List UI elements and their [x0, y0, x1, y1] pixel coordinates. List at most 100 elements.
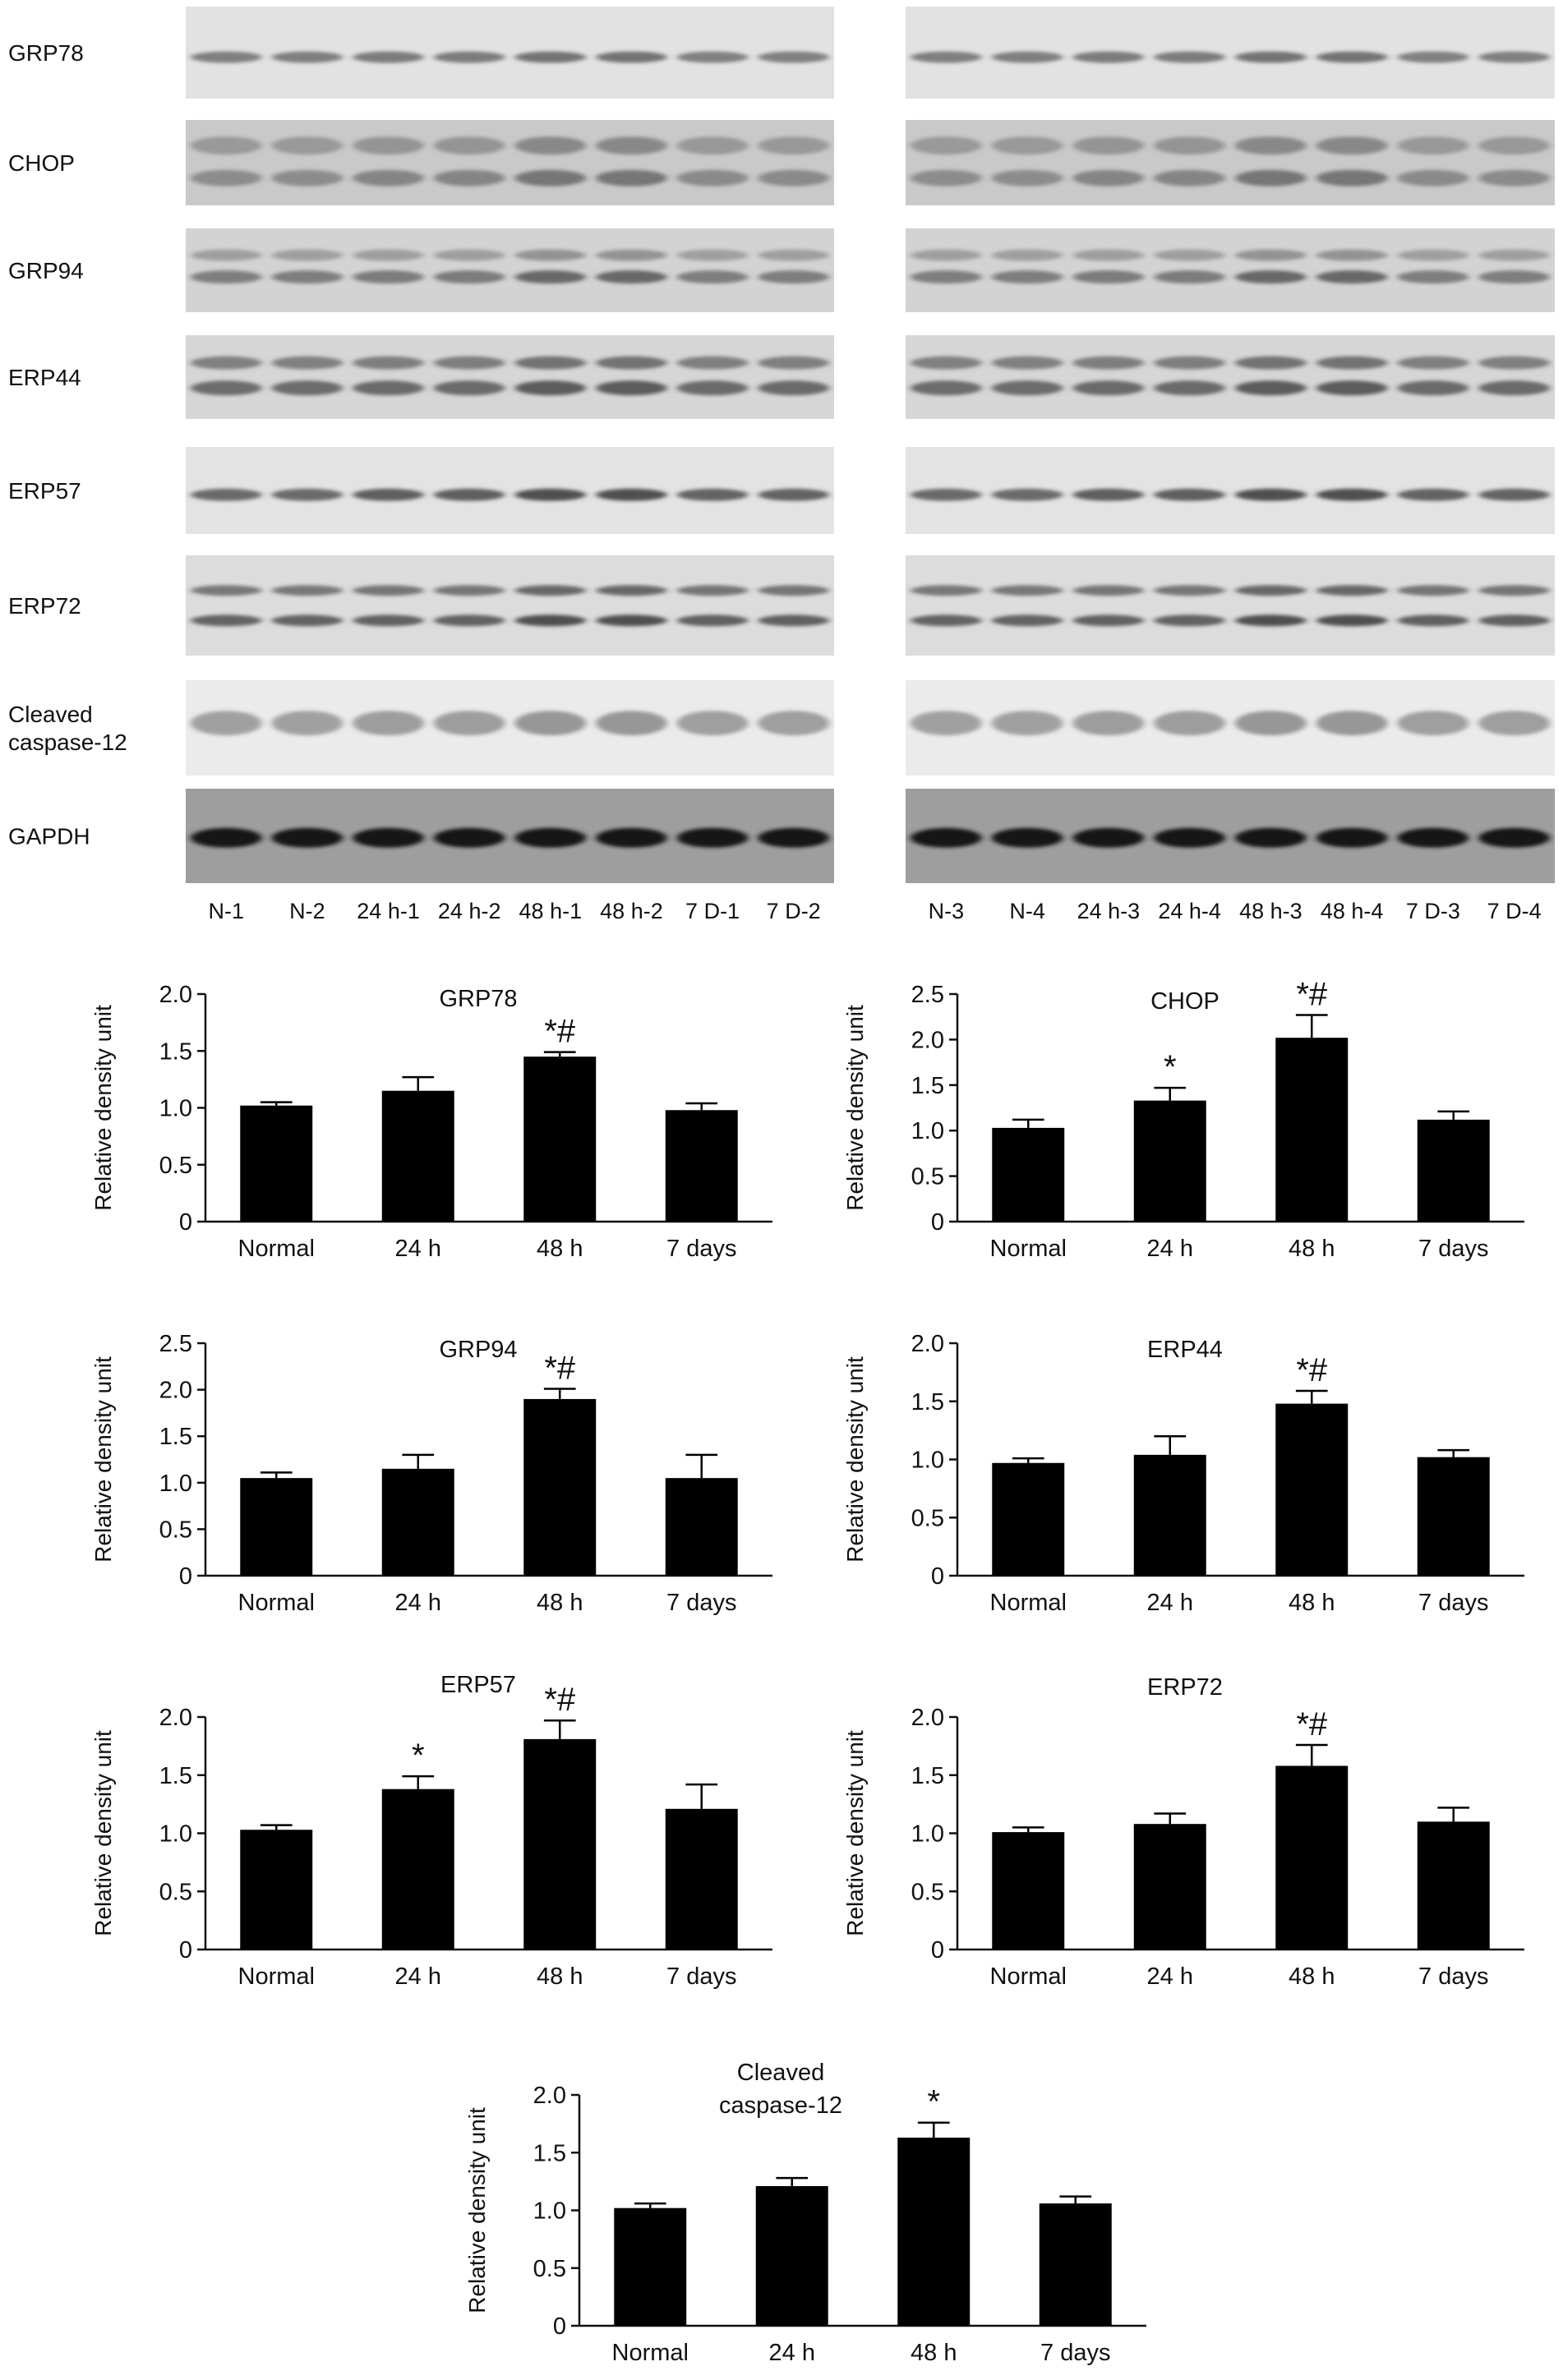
y-tick-label: 1.0	[911, 1118, 944, 1144]
lane-label: 7 D-3	[1406, 899, 1460, 923]
blot-band	[758, 270, 830, 284]
x-tick-label: 24 h	[1147, 1590, 1193, 1616]
chart-title: ERP57	[440, 1672, 516, 1698]
blot-band	[1316, 136, 1388, 155]
blot-row-label-erp44: ERP44	[8, 365, 81, 390]
blot-band	[991, 136, 1063, 155]
blot-band	[514, 585, 587, 596]
chart-erp57: 0 0.5 1.0 1.5 2.0 Relative density unit ERP57 N…	[90, 1672, 772, 1990]
blot-band	[758, 356, 830, 370]
lane-label: 7 D-4	[1487, 899, 1542, 923]
blot-band	[190, 585, 262, 596]
y-tick-label: 0	[553, 2313, 566, 2340]
chart-grp78: 0 0.5 1.0 1.5 2.0 Relative density unit GRP78 N…	[90, 982, 772, 1262]
x-tick-label: Normal	[990, 1963, 1067, 1990]
blot-band	[514, 51, 587, 63]
blot-band	[1478, 615, 1551, 627]
blot-band	[353, 270, 424, 284]
blot-band	[910, 249, 982, 261]
blot-row-label-cleaved-caspase-12: Cleaved	[8, 702, 93, 727]
blot-band	[353, 827, 424, 848]
blot-band	[514, 270, 587, 284]
blot-band	[1072, 356, 1145, 370]
bar-7-days	[1417, 1457, 1490, 1576]
lane-label: 48 h-1	[519, 899, 583, 923]
bar-24-h	[1133, 1454, 1206, 1576]
blot-band	[433, 711, 505, 736]
y-tick-label: 2.0	[159, 1378, 192, 1404]
blot-band	[1072, 827, 1145, 848]
blot-row-label-grp78: GRP78	[8, 40, 84, 66]
lane-label: 48 h-4	[1321, 899, 1384, 923]
chart-title: ERP44	[1147, 1337, 1223, 1363]
significance-marker: *#	[1296, 1352, 1328, 1388]
blot-band	[271, 51, 343, 63]
bar-48-h	[523, 1738, 597, 1950]
blot-band	[1397, 380, 1469, 396]
blot-band	[1234, 136, 1307, 155]
bar-normal	[240, 1478, 313, 1576]
blot-band	[1234, 711, 1307, 736]
blot-band	[676, 169, 749, 186]
blot-band	[676, 249, 749, 261]
bar-normal	[614, 2207, 687, 2326]
blot-band	[676, 488, 749, 501]
blot-band	[991, 585, 1063, 596]
blot-band	[271, 711, 343, 736]
lane-label: N-2	[289, 899, 325, 923]
blot-band	[910, 380, 982, 396]
blot-band	[1154, 615, 1226, 627]
blot-band	[271, 380, 343, 396]
blot-band	[1397, 169, 1469, 186]
blot-band	[910, 488, 982, 501]
y-tick-label: 2.0	[159, 982, 192, 1008]
bar-48-h	[523, 1398, 597, 1576]
blot-band	[271, 615, 343, 627]
x-tick-label: 7 days	[666, 1963, 736, 1990]
blot-band	[514, 380, 587, 396]
blot-band	[991, 711, 1063, 736]
blot-band	[514, 169, 587, 186]
y-tick-label: 2.5	[159, 1331, 192, 1357]
blot-strip-erp72-panel-2	[906, 555, 1555, 656]
blot-band	[433, 488, 505, 501]
blot-band	[433, 827, 505, 848]
x-tick-label: 7 days	[1418, 1236, 1488, 1262]
chart-title: ERP72	[1147, 1674, 1223, 1701]
blot-band	[1072, 488, 1145, 501]
x-tick-label: Normal	[238, 1963, 315, 1990]
significance-marker: *#	[544, 1350, 576, 1386]
blot-band	[1316, 711, 1388, 736]
y-tick-label: 0.5	[159, 1879, 192, 1905]
y-tick-label: 0.5	[911, 1505, 944, 1531]
blot-band	[433, 356, 505, 370]
blot-band	[433, 585, 505, 596]
blot-band	[271, 827, 343, 848]
blot-strip-erp72-panel-1	[186, 555, 834, 656]
blot-band	[353, 380, 424, 396]
bar-24-h	[1133, 1100, 1206, 1222]
y-tick-label: 1.5	[911, 1389, 944, 1416]
blot-band	[514, 136, 587, 155]
x-tick-label: 48 h	[537, 1963, 583, 1990]
blot-band	[1234, 356, 1307, 370]
lane-label: N-3	[929, 899, 965, 923]
blot-band	[190, 51, 262, 63]
blot-band	[514, 827, 587, 848]
blot-band	[1397, 585, 1469, 596]
blot-band	[1072, 51, 1145, 63]
chart-cleaved-caspase-12: 0 0.5 1.0 1.5 2.0 Relative density unit Cleave…	[464, 2060, 1146, 2366]
x-tick-label: 48 h	[1289, 1590, 1335, 1616]
blot-band	[1316, 827, 1388, 848]
blot-band	[353, 136, 424, 155]
blot-band	[433, 615, 505, 627]
blot-band	[1154, 380, 1226, 396]
blot-band	[991, 169, 1063, 186]
lane-label: 24 h-1	[357, 899, 420, 923]
bar-normal	[992, 1462, 1065, 1576]
chart-title: caspase-12	[719, 2092, 842, 2119]
blot-band	[1478, 356, 1551, 370]
blot-band	[433, 51, 505, 63]
blot-row-label-gapdh: GAPDH	[8, 824, 90, 849]
blot-band	[596, 488, 667, 501]
